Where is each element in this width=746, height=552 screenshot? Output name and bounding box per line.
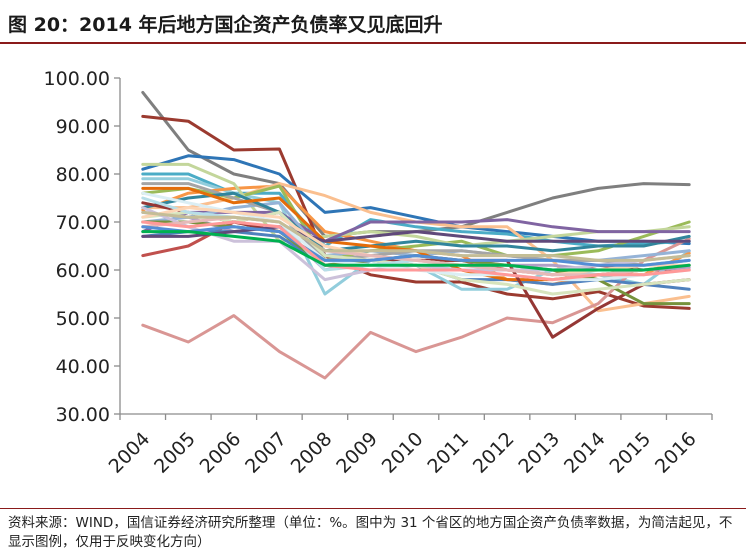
- series-line-17: [141, 191, 691, 253]
- x-tick-label: 2006: [196, 428, 246, 478]
- y-tick-label: 60.00: [56, 260, 110, 282]
- series-line-3: [141, 114, 691, 310]
- y-tick-label: 80.00: [56, 164, 110, 186]
- series-line-29: [141, 225, 691, 267]
- y-tick-label: 30.00: [56, 404, 110, 426]
- figure-title: 图 20：2014 年后地方国企资产负债率又见底回升: [0, 0, 746, 44]
- series-layer: [141, 90, 691, 380]
- x-tick-label: 2005: [150, 428, 200, 478]
- x-tick-label: 2011: [423, 428, 473, 478]
- x-tick-label: 2015: [605, 428, 655, 478]
- x-tick-label: 2007: [241, 428, 291, 478]
- x-tick-label: 2008: [287, 428, 337, 478]
- x-tick-label: 2010: [378, 428, 428, 478]
- x-tick-label: 2014: [560, 428, 610, 478]
- y-tick-label: 40.00: [56, 356, 110, 378]
- series-line-22: [141, 225, 691, 243]
- x-tick-label: 2012: [469, 428, 519, 478]
- y-tick-label: 70.00: [56, 212, 110, 234]
- series-line-30: [141, 220, 691, 282]
- line-chart: 30.00 40.00 50.00 60.00 70.00 80.00 90.00 100.0…: [44, 68, 713, 478]
- y-tick-label: 90.00: [56, 116, 110, 138]
- x-tick-label: 2016: [651, 428, 701, 478]
- y-tick-label: 50.00: [56, 308, 110, 330]
- source-note: 资料来源：WIND，国信证券经济研究所整理（单位：%。图中为 31 个省区的地方…: [0, 508, 746, 552]
- series-line-28: [141, 210, 691, 262]
- x-tick-label: 2009: [332, 428, 382, 478]
- y-tick-label: 100.00: [44, 68, 110, 90]
- series-line-13: [141, 237, 691, 380]
- series-line-31: [141, 230, 691, 272]
- x-tick-label: 2013: [514, 428, 564, 478]
- x-tick-label: 2004: [105, 428, 155, 478]
